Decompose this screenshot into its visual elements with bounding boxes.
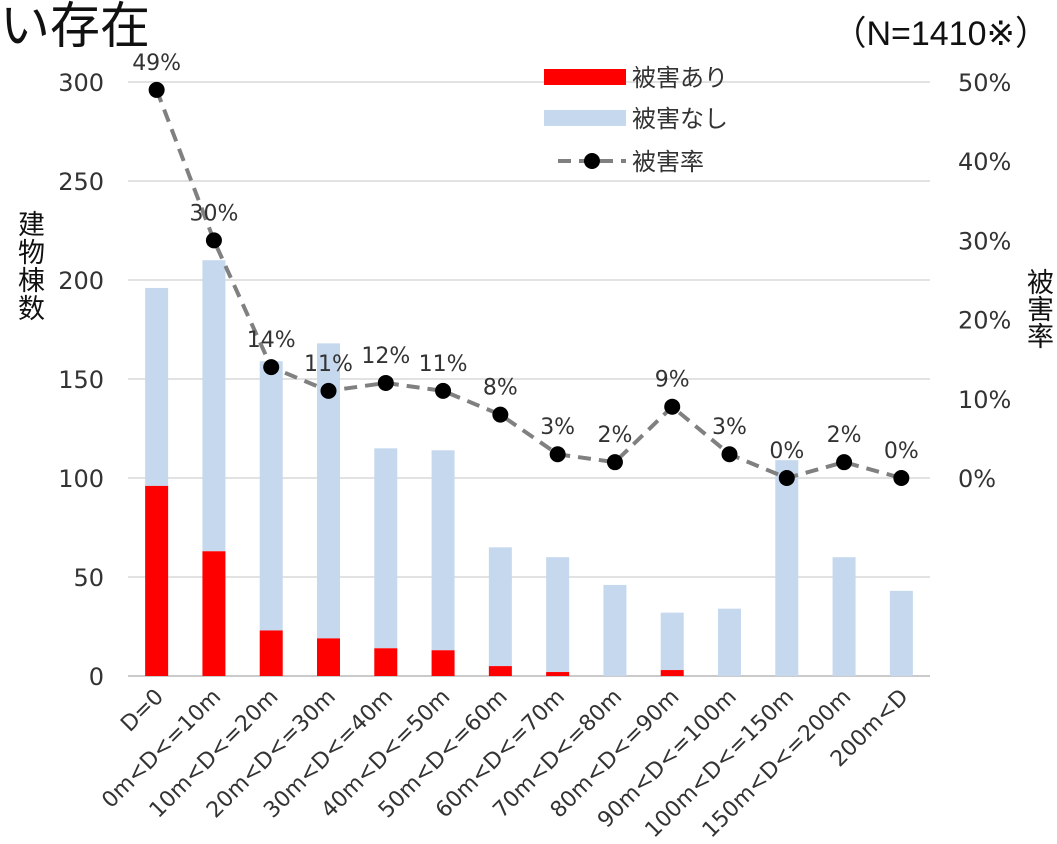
rate-data-label: 11% [419, 352, 468, 377]
rate-data-label: 2% [827, 423, 862, 448]
rate-point [606, 454, 623, 471]
rate-point [263, 359, 280, 376]
rate-line [154, 89, 902, 481]
rate-data-label: 0% [884, 439, 919, 464]
rate-point [377, 374, 394, 391]
y2-tick-label: 30% [958, 227, 1011, 255]
bar-damage [431, 650, 455, 676]
y-tick-label: 200 [58, 267, 104, 295]
rate-point [893, 470, 910, 486]
rate-data-label: 9% [655, 368, 690, 393]
bar-damage [259, 630, 283, 676]
y2-tick-label: 0% [958, 465, 996, 493]
bar-damage [202, 551, 226, 676]
bar-no-damage [718, 608, 741, 676]
rate-point [148, 81, 165, 98]
rate-data-label: 2% [597, 423, 632, 448]
rate-point [664, 398, 681, 415]
y-axis-label-right: 被害率 [1024, 268, 1053, 349]
rate-data-label: 14% [247, 328, 296, 353]
rate-point [435, 382, 452, 399]
y2-tick-label: 20% [958, 307, 1011, 335]
y2-tick-label: 50% [958, 69, 1011, 97]
bar-damage [374, 648, 398, 676]
rate-point [205, 232, 222, 249]
rate-point [721, 446, 738, 463]
y-tick-label: 50 [73, 564, 104, 592]
legend-label-rate: 被害率 [632, 148, 704, 176]
rate-point [778, 470, 795, 486]
rate-point [320, 382, 337, 399]
rate-point [836, 454, 853, 471]
bar-damage [317, 638, 340, 676]
rate-data-label: 8% [483, 376, 518, 401]
bar-no-damage [546, 557, 570, 673]
bar-no-damage [259, 361, 283, 631]
bar-damage [546, 672, 570, 676]
sample-size-note: （N=1410※） [832, 15, 1049, 53]
y-tick-label: 150 [58, 366, 104, 394]
y-tick-label: 0 [89, 663, 104, 691]
bar-no-damage [431, 450, 455, 651]
bar-no-damage [317, 343, 340, 639]
bar-no-damage [775, 460, 799, 676]
bar-damage [660, 670, 684, 676]
y-tick-label: 300 [58, 69, 104, 97]
rate-data-label: 11% [304, 352, 353, 377]
rate-point [549, 446, 566, 463]
bar-no-damage [202, 260, 226, 552]
legend-swatch-damage [544, 69, 626, 85]
legend-label-no-damage: 被害なし [632, 105, 728, 133]
bar-no-damage [832, 557, 856, 676]
bar-no-damage [889, 590, 913, 676]
rate-data-label: 49% [132, 51, 181, 76]
rate-data-label: 30% [189, 201, 238, 226]
rate-point [492, 406, 509, 423]
x-tick-label: D=0 [116, 685, 169, 738]
y-tick-label: 100 [58, 465, 104, 493]
y-axis-label-left: 建物棟数 [13, 210, 44, 322]
bar-damage [488, 666, 512, 676]
page-title-fragment: い存在 [0, 0, 150, 55]
rate-data-label: 0% [769, 439, 804, 464]
y2-tick-label: 40% [958, 148, 1011, 176]
bar-no-damage [374, 448, 398, 649]
bar-no-damage [488, 547, 512, 667]
bar-no-damage [660, 612, 684, 671]
bar-no-damage [603, 584, 627, 676]
y2-tick-label: 10% [958, 386, 1011, 414]
y-tick-label: 250 [58, 168, 104, 196]
legend-swatch-no-damage [544, 110, 626, 126]
rate-data-label: 3% [540, 415, 575, 440]
legend-marker-rate [584, 153, 600, 169]
bar-damage [145, 485, 169, 676]
legend-label-damage: 被害あり [632, 64, 728, 92]
rate-data-label: 3% [712, 415, 747, 440]
bar-no-damage [145, 287, 169, 486]
rate-data-label: 12% [361, 344, 410, 369]
